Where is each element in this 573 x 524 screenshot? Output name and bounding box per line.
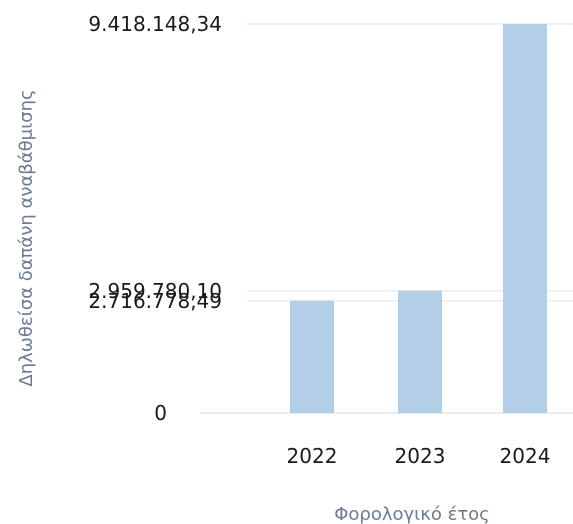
- y-tick-label: 0: [154, 401, 167, 425]
- y-tick-label: 2.716.778,49: [88, 289, 222, 313]
- y-tick-label: 9.418.148,34: [88, 12, 222, 36]
- x-axis-ticks: 2022 2023 2024: [287, 444, 551, 468]
- y-axis-ticks: 0 2.716.778,492.959.780,10 9.418.148,34: [88, 12, 222, 425]
- y-axis-title: Δηλωθείσα δαπάνη αναβάθμισης: [16, 89, 37, 386]
- bar-2023: [398, 290, 442, 413]
- bar-2022: [290, 300, 334, 413]
- x-axis-title: Φορολογικό έτος: [334, 504, 490, 524]
- x-tick-label: 2022: [287, 444, 338, 468]
- x-tick-label: 2023: [395, 444, 446, 468]
- y-tick-label: 2.959.780,10: [88, 279, 222, 303]
- bars: [290, 24, 547, 413]
- bar-2024: [503, 24, 547, 413]
- x-tick-label: 2024: [500, 444, 551, 468]
